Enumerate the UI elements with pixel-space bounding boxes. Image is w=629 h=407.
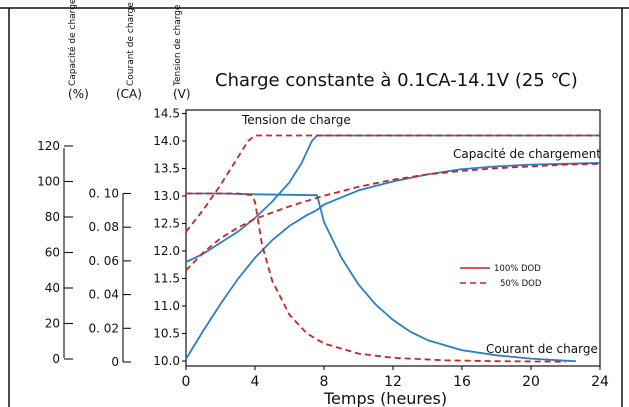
series-layer xyxy=(185,134,601,363)
capacity-tick-label: 20 xyxy=(45,317,60,331)
x-tick-label: 12 xyxy=(384,374,402,390)
voltage-axis-header: Tension de charge xyxy=(173,4,183,87)
series-line-capacite-de-chargement-100-dod xyxy=(185,162,601,360)
series-line-courant-de-charge-100-dod xyxy=(186,192,576,363)
series-line-tension-de-charge-100-dod xyxy=(185,134,600,263)
legend-label-100-dod: 100% DOD xyxy=(494,264,541,274)
legend: 100% DOD 50% DOD xyxy=(460,264,542,289)
voltage-tick-label: 14.0 xyxy=(153,134,180,148)
current-tick-label: 0. 06 xyxy=(88,254,119,268)
capacity-axis: 0 20 40 60 80 100 120 xyxy=(37,139,73,366)
current-tick-label: 0 xyxy=(111,355,119,369)
capacity-axis-header: Capacité de chargement xyxy=(67,0,78,86)
voltage-tick-label: 11.5 xyxy=(153,272,180,286)
current-axis: 0 0. 02 0. 04 0. 06 0. 08 0. 10 xyxy=(88,187,131,369)
voltage-tick-label: 13.5 xyxy=(153,162,180,176)
capacity-tick-label: 60 xyxy=(45,246,60,260)
series-line-tension-de-charge-50-dod xyxy=(185,134,600,233)
x-tick-label: 20 xyxy=(522,374,540,390)
current-unit: (CA) xyxy=(116,87,142,101)
x-tick-label: 8 xyxy=(320,374,329,390)
capacity-tick-label: 40 xyxy=(45,281,60,295)
voltage-unit: (V) xyxy=(173,87,191,101)
capacity-annotation: Capacité de chargement xyxy=(453,147,601,161)
x-axis-label: Temps (heures) xyxy=(323,389,447,407)
current-tick-label: 0. 10 xyxy=(88,187,119,201)
chart-title: Charge constante à 0.1CA-14.1V (25 ℃) xyxy=(215,70,578,91)
x-tick-label: 24 xyxy=(591,374,609,390)
legend-label-50-dod: 50% DOD xyxy=(500,279,542,289)
current-tick-label: 0. 08 xyxy=(88,220,119,234)
current-axis-header: Courant de charge xyxy=(126,2,136,86)
x-axis: 0 4 8 12 16 20 24 xyxy=(182,366,609,390)
capacity-tick-label: 120 xyxy=(37,139,60,153)
voltage-annotation: Tension de charge xyxy=(241,113,351,127)
voltage-tick-label: 10.0 xyxy=(153,354,180,368)
series-line-capacite-de-chargement-50-dod xyxy=(185,162,601,271)
voltage-tick-label: 14.5 xyxy=(153,107,180,121)
series-line-courant-de-charge-50-dod xyxy=(186,192,566,363)
x-tick-label: 16 xyxy=(453,374,471,390)
current-annotation: Courant de charge xyxy=(486,342,598,356)
capacity-unit: (%) xyxy=(68,87,89,101)
capacity-tick-label: 0 xyxy=(52,352,60,366)
capacity-tick-label: 100 xyxy=(37,175,60,189)
x-tick-label: 0 xyxy=(182,374,191,390)
voltage-tick-label: 12.0 xyxy=(153,244,180,258)
voltage-tick-label: 10.5 xyxy=(153,327,180,341)
current-tick-label: 0. 02 xyxy=(88,321,119,335)
voltage-tick-label: 11.0 xyxy=(153,299,180,313)
x-tick-label: 4 xyxy=(251,374,260,390)
voltage-tick-label: 13.0 xyxy=(153,189,180,203)
voltage-axis: 10.0 10.5 11.0 11.5 12.0 12.5 13.0 13.5 14.0 14.5 xyxy=(153,107,186,368)
current-tick-label: 0. 04 xyxy=(88,288,119,302)
voltage-tick-label: 12.5 xyxy=(153,217,180,231)
capacity-tick-label: 80 xyxy=(45,210,60,224)
